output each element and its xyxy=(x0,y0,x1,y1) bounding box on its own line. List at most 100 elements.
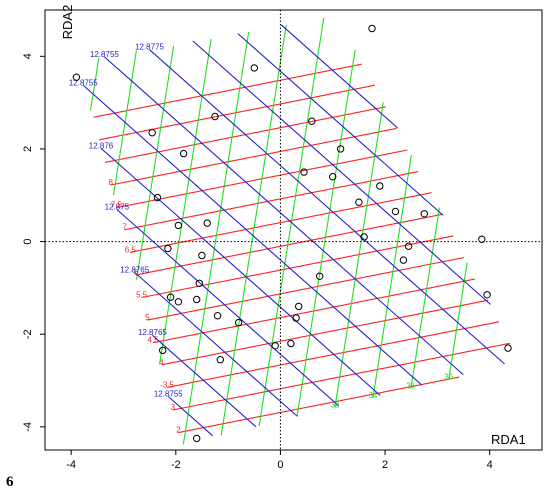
blue-contour-line xyxy=(82,84,423,386)
blue-contour-line xyxy=(149,49,505,365)
site-point xyxy=(355,198,363,206)
red-contour-label: -3.5 xyxy=(160,380,174,389)
blue-contour-label: 12.8755 xyxy=(69,78,98,87)
blue-contour-line xyxy=(104,56,464,375)
site-point xyxy=(391,207,400,216)
x-tick-label: 2 xyxy=(382,459,388,471)
blue-contour-line xyxy=(192,40,491,305)
contour-lines: 2 3 -3.5 4 4.5 5 5.5 6 6.5 7 7.5 8 36 36 34 32 12.8755 12… xyxy=(69,17,510,445)
green-contour-line xyxy=(296,49,356,417)
site-point xyxy=(376,182,384,190)
site-point xyxy=(250,64,259,72)
site-point xyxy=(193,295,201,304)
y-tick-label: 2 xyxy=(22,146,34,152)
site-point xyxy=(164,244,172,253)
blue-contour-line xyxy=(152,334,257,428)
site-point xyxy=(287,339,295,348)
x-tick-label: -4 xyxy=(66,459,76,471)
figure-number: 6 xyxy=(6,474,14,490)
site-point xyxy=(360,233,368,241)
site-point xyxy=(193,434,201,443)
site-point xyxy=(148,129,156,137)
blue-contour-label: 12.8765 xyxy=(138,328,167,337)
site-point xyxy=(295,302,303,311)
site-point xyxy=(478,235,486,244)
green-contour-label: 34 xyxy=(368,391,377,400)
blue-contour-line xyxy=(237,33,444,216)
site-point xyxy=(72,73,81,81)
site-point xyxy=(216,356,225,364)
site-point xyxy=(308,117,316,125)
red-contour-label: 2 xyxy=(176,426,181,435)
site-point xyxy=(159,346,167,355)
blue-contour-line xyxy=(167,396,214,437)
green-contour-line xyxy=(448,262,468,380)
red-contour-line xyxy=(166,321,500,388)
red-contour-label: 6.5 xyxy=(125,245,137,254)
site-point xyxy=(203,219,211,227)
plot-frame xyxy=(44,9,543,451)
red-contour-label: 5 xyxy=(145,313,150,322)
red-contour-line xyxy=(135,213,443,276)
green-contour-label: 36 xyxy=(444,372,453,381)
blue-contour-line xyxy=(280,24,399,129)
green-contour-label: 32 xyxy=(330,400,339,409)
green-contour-line xyxy=(372,154,412,399)
green-contour-line xyxy=(220,24,287,436)
red-contour-line xyxy=(93,63,362,118)
red-contour-label: 7 xyxy=(122,223,127,232)
red-contour-label: 5.5 xyxy=(136,291,148,300)
blue-contour-label: 12.876 xyxy=(89,141,114,150)
site-point xyxy=(336,145,345,153)
site-point xyxy=(483,291,491,299)
red-contour-line xyxy=(130,192,432,253)
red-contour-label: 6 xyxy=(134,268,139,277)
red-contour-line xyxy=(178,376,460,434)
green-contour-label: 36 xyxy=(406,382,415,391)
site-point xyxy=(174,298,183,306)
blue-contour-label: 12.8755 xyxy=(90,50,119,59)
red-contour-label: 3 xyxy=(171,403,176,412)
site-point xyxy=(234,318,243,327)
x-tick-label: 4 xyxy=(487,459,493,471)
site-point xyxy=(292,314,300,322)
blue-contour-label: 12.8765 xyxy=(120,265,149,274)
site-points xyxy=(72,24,512,443)
site-point xyxy=(211,112,219,121)
site-point xyxy=(404,242,413,250)
site-point xyxy=(153,193,162,202)
x-tick-label: 0 xyxy=(277,459,283,471)
y-tick-label: 4 xyxy=(22,53,34,59)
blue-contour-line xyxy=(116,209,340,407)
green-contour-line xyxy=(158,38,212,365)
green-contour-line xyxy=(410,207,441,389)
x-axis-title: RDA1 xyxy=(491,432,526,447)
site-point xyxy=(504,344,512,352)
site-point xyxy=(271,342,279,350)
site-point xyxy=(300,168,308,176)
site-point xyxy=(166,293,175,301)
site-point xyxy=(329,173,337,181)
site-point xyxy=(174,221,183,230)
red-contour-label: 4 xyxy=(159,358,164,367)
red-contour-line xyxy=(99,84,376,141)
site-point xyxy=(420,210,428,218)
red-contour-label: 4.5 xyxy=(148,336,160,345)
reference-lines xyxy=(45,10,542,450)
red-contour-label: 8 xyxy=(108,178,113,187)
y-tick-label: -4 xyxy=(22,422,34,432)
y-axis-title: RDA2 xyxy=(60,5,75,40)
red-contour-line xyxy=(147,256,465,321)
blue-contour-line xyxy=(100,147,381,396)
green-contour-line xyxy=(89,57,100,111)
axis-ticks: -4 -2 0 2 4 -4 -2 0 2 4 xyxy=(22,53,493,471)
red-contour-label: 7.5 xyxy=(111,201,123,210)
red-contour-line xyxy=(141,235,454,299)
green-contour-line xyxy=(182,31,250,445)
site-point xyxy=(316,272,324,280)
site-point xyxy=(195,279,204,287)
site-point xyxy=(213,312,222,320)
blue-contour-line xyxy=(134,271,298,417)
red-contour-line xyxy=(110,127,397,186)
